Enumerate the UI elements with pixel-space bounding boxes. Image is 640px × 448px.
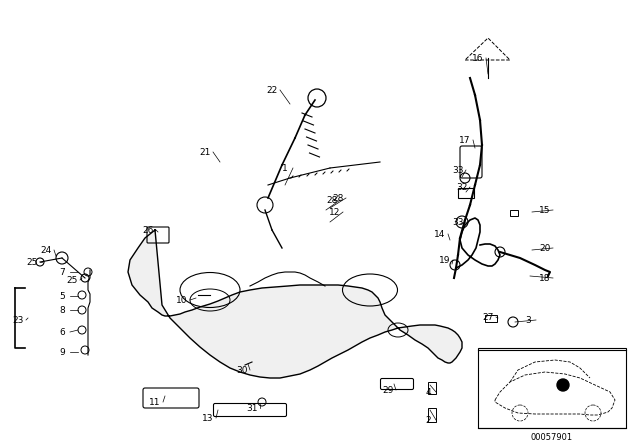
Text: 31: 31 bbox=[246, 404, 258, 413]
Text: 12: 12 bbox=[330, 207, 340, 216]
Text: 32: 32 bbox=[456, 182, 468, 191]
Text: 26: 26 bbox=[142, 225, 154, 234]
Text: 3: 3 bbox=[525, 315, 531, 324]
Polygon shape bbox=[128, 230, 462, 378]
Text: 16: 16 bbox=[472, 53, 484, 63]
Text: 13: 13 bbox=[202, 414, 214, 422]
Text: 22: 22 bbox=[266, 86, 278, 95]
Bar bbox=[478, 348, 626, 428]
Text: 29: 29 bbox=[382, 385, 394, 395]
Text: 25: 25 bbox=[67, 276, 77, 284]
Text: 8: 8 bbox=[59, 306, 65, 314]
Text: 10: 10 bbox=[176, 296, 188, 305]
Text: 24: 24 bbox=[40, 246, 52, 254]
Bar bbox=[428, 408, 436, 422]
Text: 6: 6 bbox=[59, 327, 65, 336]
Circle shape bbox=[557, 379, 569, 391]
Text: 28: 28 bbox=[326, 195, 338, 204]
Text: 14: 14 bbox=[435, 229, 445, 238]
Text: 33: 33 bbox=[452, 165, 464, 175]
Text: 21: 21 bbox=[199, 147, 211, 156]
Text: 1: 1 bbox=[282, 164, 288, 172]
Text: 00057901: 00057901 bbox=[531, 432, 573, 441]
Text: 11: 11 bbox=[149, 397, 161, 406]
Bar bbox=[428, 382, 436, 394]
Text: 27: 27 bbox=[483, 313, 493, 322]
Text: 5: 5 bbox=[59, 292, 65, 301]
Text: 4: 4 bbox=[425, 388, 431, 396]
Text: 23: 23 bbox=[12, 315, 24, 324]
Text: 30: 30 bbox=[236, 366, 248, 375]
Text: 7: 7 bbox=[59, 267, 65, 276]
Bar bbox=[458, 188, 474, 198]
Text: 28: 28 bbox=[332, 194, 344, 202]
Text: 17: 17 bbox=[460, 135, 471, 145]
Text: 18: 18 bbox=[540, 273, 551, 283]
Text: 15: 15 bbox=[540, 206, 551, 215]
Text: 33: 33 bbox=[452, 217, 464, 227]
Bar bbox=[485, 315, 497, 322]
Text: 25: 25 bbox=[26, 258, 38, 267]
Bar bbox=[510, 210, 518, 216]
Text: 20: 20 bbox=[540, 244, 550, 253]
Text: 9: 9 bbox=[59, 348, 65, 357]
Text: 2: 2 bbox=[425, 415, 431, 425]
Text: 19: 19 bbox=[439, 255, 451, 264]
